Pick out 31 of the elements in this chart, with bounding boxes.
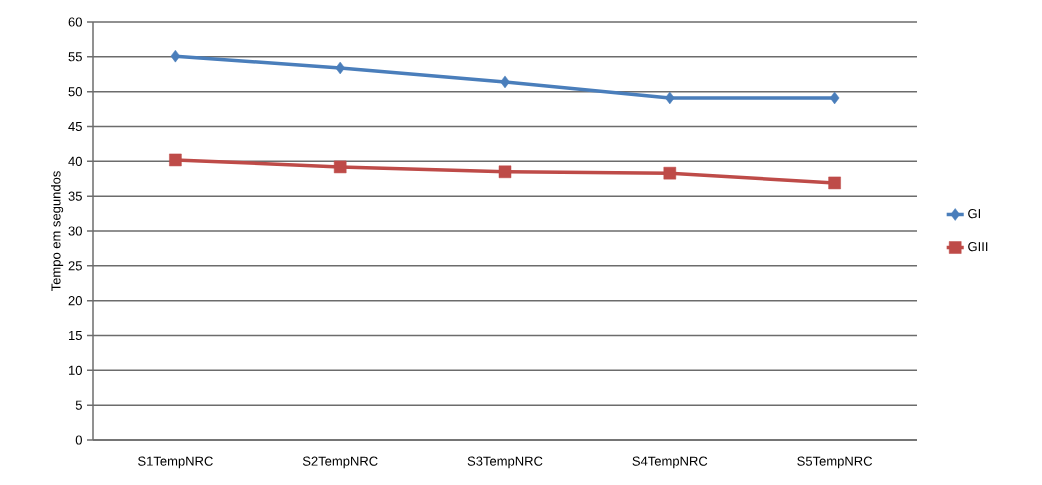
y-tick-label: 5 <box>75 400 82 410</box>
point <box>500 75 510 89</box>
y-tick-label: 55 <box>68 52 82 62</box>
legend-label: GIII <box>968 242 988 252</box>
legend-label: GI <box>968 208 981 219</box>
y-axis-title: Tempo em segundos <box>51 171 64 292</box>
point <box>333 160 347 174</box>
y-tick-label: 0 <box>75 435 82 445</box>
y-tick-label: 10 <box>69 365 82 375</box>
x-tick-label: S1TempNRC <box>138 456 213 469</box>
y-tick-label: 60 <box>68 17 82 27</box>
y-tick-label: 45 <box>68 121 82 132</box>
y-tick-label: 35 <box>68 191 82 201</box>
x-tick-label: S4TempNRC <box>632 456 708 469</box>
point <box>665 91 675 105</box>
x-tick-label: S2TempNRC <box>302 456 378 469</box>
point <box>169 153 182 167</box>
point <box>498 165 512 179</box>
y-tick-label: 30 <box>68 226 82 236</box>
point <box>170 49 181 63</box>
x-tick-label: S5TempNRC <box>797 456 873 469</box>
point <box>828 176 841 190</box>
point <box>663 166 677 180</box>
y-tick-label: 20 <box>68 296 82 306</box>
y-tick-label: 15 <box>69 330 82 341</box>
point <box>829 91 840 105</box>
point <box>335 61 345 75</box>
x-tick-label: S3TempNRC <box>467 456 543 469</box>
y-tick-label: 25 <box>68 261 82 271</box>
y-tick-label: 40 <box>68 156 82 166</box>
y-tick-label: 50 <box>68 87 82 97</box>
